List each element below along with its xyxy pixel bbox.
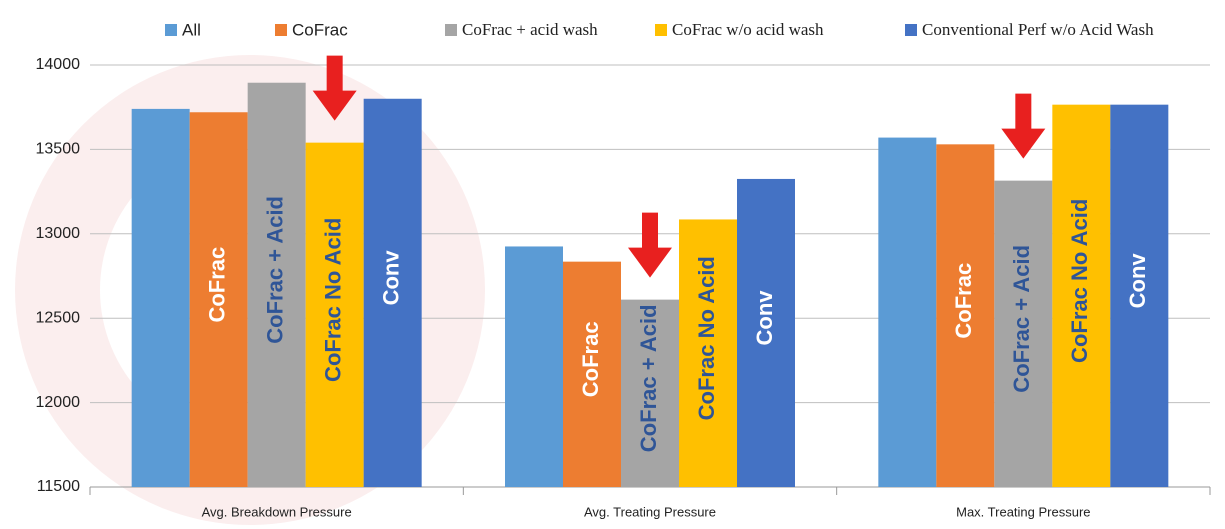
y-tick-label: 12000 (36, 394, 81, 411)
arrow (312, 55, 357, 121)
bar (994, 180, 1053, 488)
bar-label: CoFrac No Acid (1067, 199, 1092, 363)
legend-label: Conventional Perf w/o Acid Wash (922, 20, 1154, 39)
legend-label: All (182, 20, 201, 39)
bar (305, 142, 364, 487)
bar-label: Conv (752, 290, 777, 346)
y-tick-label: 13500 (36, 141, 81, 158)
bar (189, 112, 248, 487)
bar (131, 108, 190, 487)
x-tick-label: Avg. Breakdown Pressure (202, 504, 352, 519)
legend-swatch (165, 24, 177, 36)
bar (737, 178, 795, 487)
bar (1110, 104, 1169, 487)
y-tick-label: 11500 (37, 478, 80, 495)
legend-swatch (905, 24, 917, 36)
legend-swatch (445, 24, 457, 36)
bar (878, 137, 937, 488)
legend-label: CoFrac w/o acid wash (672, 20, 824, 39)
y-tick-label: 13000 (36, 225, 81, 242)
bar (679, 219, 737, 487)
bar-label: CoFrac (578, 321, 603, 397)
y-tick-label: 12500 (36, 309, 81, 326)
bar-label: CoFrac + Acid (636, 304, 661, 452)
bar-label: CoFrac (204, 247, 229, 323)
x-tick-label: Avg. Treating Pressure (584, 504, 716, 519)
legend-swatch (275, 24, 287, 36)
bar (1052, 104, 1111, 487)
bar (936, 144, 995, 487)
bar-label: Conv (1125, 253, 1150, 309)
arrow (628, 212, 672, 278)
y-tick-label: 14000 (36, 56, 81, 73)
bar (363, 98, 422, 487)
arrow (1001, 93, 1046, 159)
bar-label: CoFrac + Acid (1009, 245, 1034, 393)
bar (621, 299, 679, 487)
x-tick-label: Max. Treating Pressure (956, 504, 1090, 519)
legend-label: CoFrac (292, 20, 348, 39)
bar-label: CoFrac (951, 263, 976, 339)
bar (247, 82, 306, 487)
bar-label: Conv (378, 250, 403, 306)
bar-label: CoFrac No Acid (320, 218, 345, 382)
legend-label: CoFrac + acid wash (462, 20, 598, 39)
bar (505, 246, 563, 487)
bar-label: CoFrac + Acid (262, 196, 287, 344)
bar (563, 261, 621, 487)
legend-swatch (655, 24, 667, 36)
bar-label: CoFrac No Acid (694, 256, 719, 420)
